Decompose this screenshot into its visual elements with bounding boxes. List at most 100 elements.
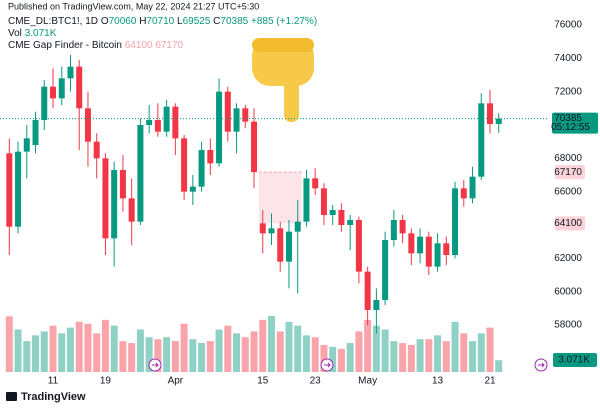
indicator-high: 67170: [155, 40, 183, 51]
candle-body: [67, 66, 74, 79]
volume-bar: [136, 329, 144, 372]
volume-bar: [154, 339, 162, 372]
candle-body: [259, 223, 266, 234]
volume-bar: [399, 343, 407, 372]
x-tick-label: 19: [100, 376, 112, 387]
candle-body: [207, 150, 214, 164]
volume-bar: [40, 331, 48, 372]
candle-body: [189, 186, 196, 192]
volume-bar: [171, 341, 179, 372]
volume-bar: [425, 339, 433, 372]
candle-body: [93, 141, 100, 159]
candle-body: [303, 178, 310, 222]
candle-body: [268, 228, 275, 234]
volume-bar: [101, 319, 109, 372]
volume-bar: [390, 341, 398, 372]
symbol-legend: CME_DL:BTC1!, 1D O70060 H70710 L69525 C7…: [8, 16, 317, 27]
candle-body: [198, 150, 205, 187]
candle-body: [23, 138, 30, 152]
volume-bar: [364, 319, 372, 372]
candle-body: [251, 121, 258, 173]
candle-body: [41, 86, 48, 120]
volume-bar: [119, 341, 127, 372]
candle-body: [172, 106, 179, 139]
volume-bar: [14, 329, 22, 372]
candle-body: [50, 86, 56, 99]
y-tick-label: 58000: [554, 320, 582, 331]
candle-body: [399, 220, 406, 234]
candle-body: [425, 236, 432, 267]
volume-bar: [93, 333, 101, 372]
volume-bar: [128, 343, 136, 372]
last-price-label: 70385: [554, 113, 582, 124]
candle-body: [347, 220, 354, 225]
gap-zone: [258, 172, 302, 224]
ohlc-value: 70060: [109, 16, 137, 27]
gap-tag-label: 67170: [554, 167, 582, 178]
volume-bar: [381, 329, 389, 372]
candle-body: [417, 236, 424, 254]
price-tag: [552, 112, 598, 134]
volume-bar: [110, 325, 118, 372]
candle-body: [128, 198, 135, 222]
event-icon: [320, 358, 334, 372]
candle-body: [84, 108, 91, 142]
volume-bar: [346, 343, 354, 372]
candle-body: [137, 125, 144, 222]
volume-bar: [268, 316, 275, 372]
candle-body: [146, 120, 153, 125]
candle-body: [469, 176, 476, 199]
x-tick-label: May: [358, 376, 377, 387]
candle-body: [181, 138, 188, 192]
candle-body: [460, 188, 467, 199]
volume-bar: [180, 323, 188, 372]
volume-bar: [206, 341, 214, 372]
volume-bar: [416, 339, 424, 372]
volume-bar: [32, 335, 40, 372]
y-tick-label: 68000: [554, 153, 582, 164]
volume-bar: [486, 327, 494, 372]
volume-legend: Vol 3.071K: [8, 28, 57, 39]
candle-body: [338, 210, 345, 225]
y-tick-label: 74000: [554, 53, 582, 64]
candle-body: [32, 120, 39, 145]
volume-bar: [285, 321, 293, 372]
candle-body: [478, 103, 485, 177]
volume-bar: [58, 333, 66, 372]
volume-bar: [451, 321, 459, 372]
event-icon: [148, 358, 162, 372]
gap-tag-label: 64100: [554, 218, 582, 229]
candle-body: [154, 120, 161, 132]
candle-body: [119, 170, 126, 199]
candle-body: [242, 108, 249, 122]
symbol: CME_DL:BTC1!, 1D: [8, 16, 98, 27]
volume-bar: [276, 331, 284, 372]
volume-bar: [49, 325, 57, 372]
ohlc-prefix: C: [213, 16, 220, 27]
volume-bar: [250, 331, 258, 372]
volume-bar: [241, 337, 249, 372]
volume-bar: [460, 333, 468, 372]
candle-body: [294, 221, 301, 232]
volume-bar: [337, 348, 345, 372]
volume-name: Vol: [8, 28, 22, 39]
x-tick-label: 11: [48, 376, 59, 387]
ohlc-value: 70385: [220, 16, 248, 27]
candle-body: [390, 220, 397, 240]
candle-body: [15, 151, 22, 227]
candle-body: [487, 103, 493, 124]
volume-bar: [469, 341, 477, 372]
y-tick-label: 72000: [554, 86, 582, 97]
candle-body: [408, 233, 415, 254]
volume-bar: [477, 333, 485, 372]
volume-bar: [163, 337, 171, 372]
ohlc-value: 69525: [183, 16, 211, 27]
volume-bar: [198, 343, 206, 372]
candle-body: [76, 66, 83, 109]
candle-body: [277, 228, 284, 262]
x-tick-label: Apr: [168, 376, 184, 387]
volume-bar: [407, 344, 415, 372]
volume-bar: [320, 344, 328, 372]
countdown-label: 05:12:55: [551, 122, 590, 133]
